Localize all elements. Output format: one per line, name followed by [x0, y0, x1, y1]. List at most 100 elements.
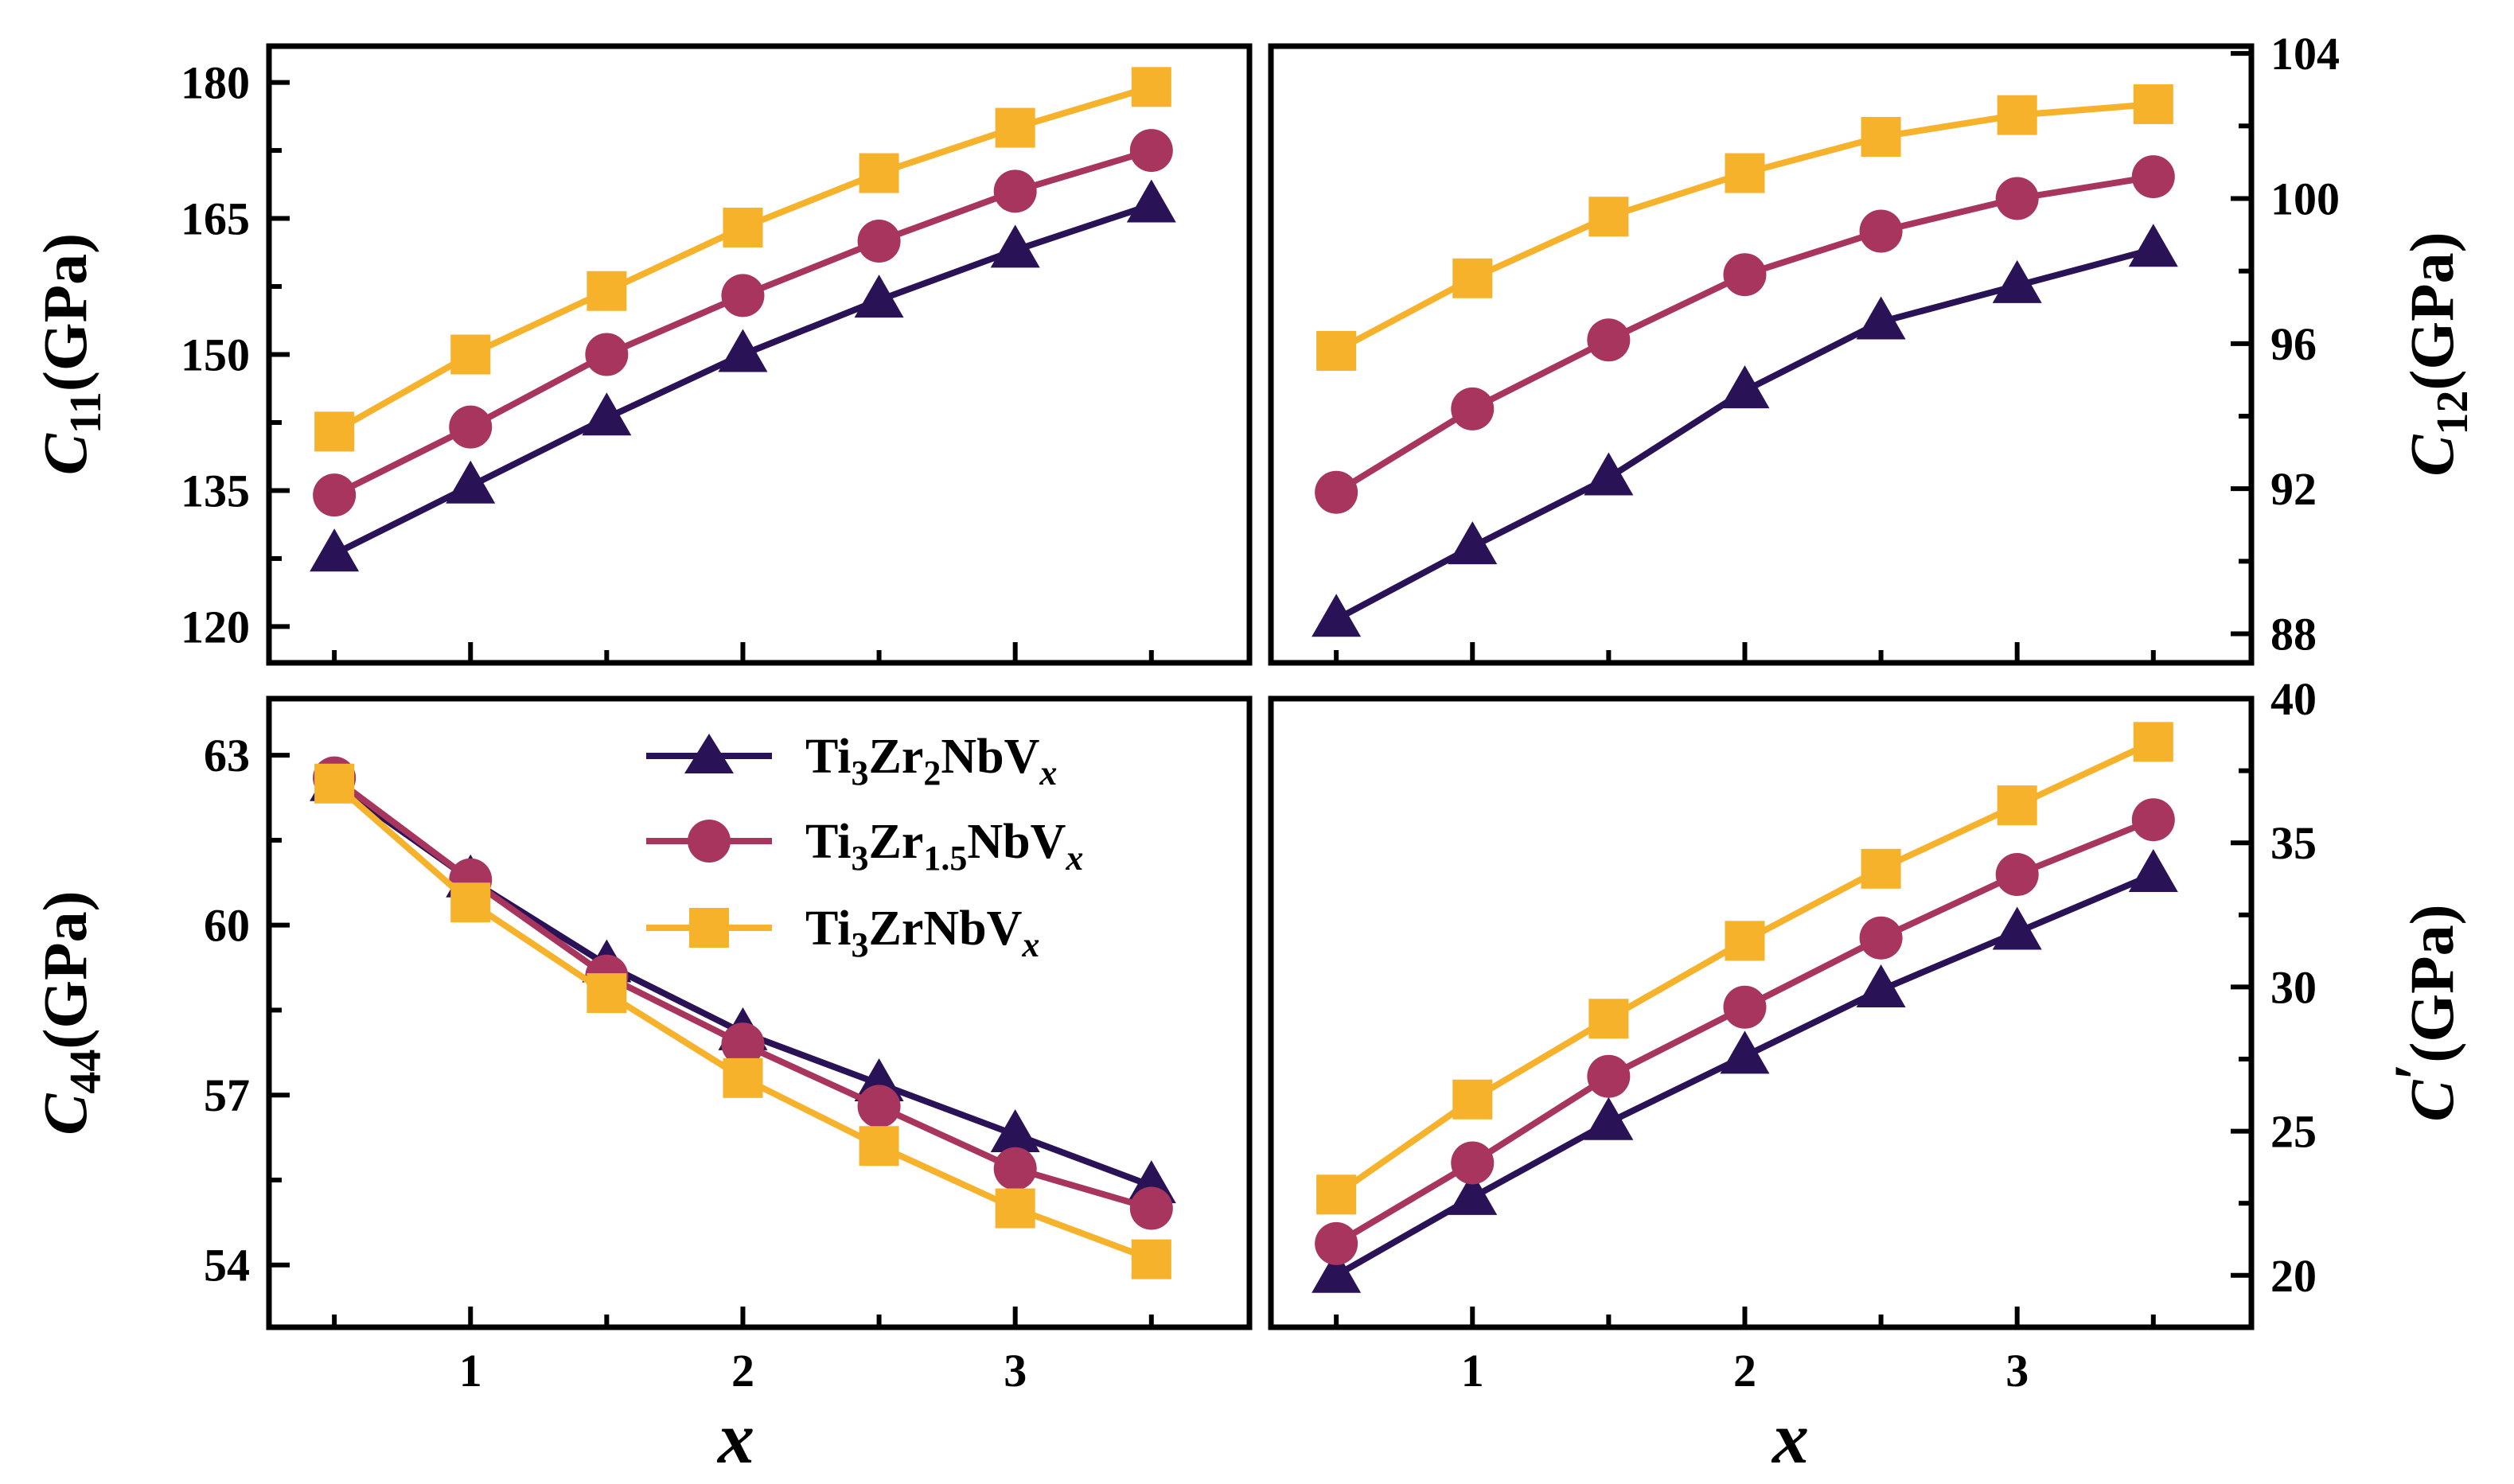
data-point-Ti3Zr2NbVx — [1448, 1171, 1498, 1215]
data-point-Ti3Zr2NbVx — [1312, 594, 1362, 637]
legend-marker-square — [689, 908, 729, 948]
panel-cprime-frame — [1268, 695, 2255, 1330]
data-point-Ti3Zr1.5NbVx — [1451, 1141, 1495, 1185]
data-point-Ti3Zr1.5NbVx — [993, 169, 1037, 213]
data-point-Ti3ZrNbVx — [1725, 153, 1765, 193]
x-tick-label: 1 — [459, 1345, 482, 1396]
data-point-Ti3Zr2NbVx — [1584, 452, 1634, 496]
x-tick-label: 2 — [1733, 1345, 1756, 1396]
c11-ylabel: C11(GPa) — [30, 233, 111, 475]
x-tick-label: 3 — [1004, 1345, 1027, 1396]
data-point-Ti3ZrNbVx — [314, 411, 355, 452]
c44-ylabel: C44(GPa) — [30, 890, 111, 1135]
y-tick-label: 30 — [2270, 961, 2317, 1013]
data-point-Ti3Zr2NbVx — [1584, 1096, 1634, 1140]
data-point-Ti3Zr2NbVx — [1992, 259, 2042, 303]
svg-text:Ti3ZrNbVx: Ti3ZrNbVx — [805, 902, 1039, 964]
data-point-Ti3ZrNbVx — [1997, 785, 2037, 826]
cprime-ylabel: C′(GPa) — [2381, 904, 2466, 1121]
data-point-Ti3Zr1.5NbVx — [1129, 129, 1173, 173]
data-point-Ti3ZrNbVx — [1997, 95, 2037, 135]
data-point-Ti3Zr1.5NbVx — [857, 1085, 901, 1128]
data-point-Ti3Zr1.5NbVx — [585, 333, 629, 376]
y-tick-label: 54 — [204, 1240, 250, 1291]
data-point-Ti3ZrNbVx — [1131, 67, 1171, 107]
data-point-Ti3ZrNbVx — [723, 207, 763, 247]
data-point-Ti3Zr2NbVx — [310, 528, 360, 572]
y-tick-label: 20 — [2270, 1250, 2317, 1302]
data-point-Ti3Zr1.5NbVx — [1995, 853, 2039, 897]
data-point-Ti3ZrNbVx — [450, 882, 491, 923]
y-tick-label: 180 — [181, 57, 250, 109]
data-point-Ti3ZrNbVx — [1316, 1174, 1357, 1215]
data-point-Ti3ZrNbVx — [314, 763, 355, 804]
data-point-Ti3Zr1.5NbVx — [1587, 1054, 1631, 1098]
x-tick-label: 1 — [1461, 1345, 1484, 1396]
panel-c12-frame — [1268, 43, 2255, 666]
data-point-Ti3Zr2NbVx — [1448, 521, 1498, 565]
legend-marker-circle — [688, 820, 731, 863]
y-tick-label: 165 — [181, 193, 250, 245]
data-point-Ti3Zr2NbVx — [1126, 179, 1176, 223]
y-tick-label: 25 — [2270, 1106, 2317, 1158]
y-tick-label: 92 — [2270, 463, 2317, 515]
data-point-Ti3ZrNbVx — [2133, 84, 2173, 124]
data-point-Ti3Zr1.5NbVx — [721, 1022, 765, 1066]
data-point-Ti3Zr1.5NbVx — [1995, 177, 2039, 220]
data-point-Ti3Zr2NbVx — [582, 392, 632, 436]
data-point-Ti3Zr1.5NbVx — [721, 274, 765, 317]
y-tick-label: 63 — [204, 730, 250, 781]
svg-text:Ti3Zr1.5NbVx: Ti3Zr1.5NbVx — [805, 815, 1083, 878]
c12-ylabel: C12(GPa) — [2397, 232, 2477, 476]
panel-cprime: 1 2 3 20 25 30 35 40 — [1312, 673, 2317, 1396]
data-point-Ti3Zr1.5NbVx — [857, 220, 901, 263]
series-line-Ti3Zr1.5NbVx — [1335, 173, 2154, 496]
data-point-Ti3Zr2NbVx — [1720, 1030, 1770, 1074]
y-tick-label: 135 — [181, 465, 250, 516]
legend-item-ti3zr2nbvx: Ti3Zr2NbVx — [646, 730, 1057, 793]
data-point-Ti3ZrNbVx — [723, 1057, 763, 1098]
data-point-Ti3ZrNbVx — [1588, 999, 1629, 1039]
panel-c44: 1 2 3 54 57 60 63 — [204, 730, 1176, 1396]
data-point-Ti3Zr1.5NbVx — [1315, 470, 1358, 514]
data-point-Ti3Zr1.5NbVx — [993, 1147, 1037, 1190]
data-point-Ti3Zr2NbVx — [854, 275, 904, 318]
data-point-Ti3Zr2NbVx — [2128, 224, 2178, 267]
y-tick-label: 100 — [2270, 173, 2340, 224]
data-point-Ti3ZrNbVx — [2133, 722, 2173, 762]
svg-text:Ti3Zr2NbVx: Ti3Zr2NbVx — [805, 730, 1057, 793]
data-point-Ti3ZrNbVx — [1131, 1239, 1171, 1280]
data-point-Ti3ZrNbVx — [1452, 258, 1493, 298]
data-point-Ti3Zr2NbVx — [990, 1109, 1040, 1153]
data-point-Ti3Zr2NbVx — [990, 224, 1040, 268]
data-point-Ti3Zr1.5NbVx — [1451, 387, 1495, 430]
series-line-Ti3ZrNbVx — [1335, 100, 2154, 354]
panel-c11: 120 135 150 165 180 — [181, 57, 1176, 663]
x-tick-label: 2 — [731, 1345, 754, 1396]
y-tick-label: 60 — [204, 900, 250, 952]
legend: Ti3Zr2NbVx Ti3Zr1.5NbVx Ti3ZrNbVx — [646, 730, 1083, 964]
y-tick-label: 35 — [2270, 817, 2317, 869]
data-point-Ti3Zr1.5NbVx — [449, 405, 493, 449]
cprime-xlabel: x — [1771, 1397, 1809, 1478]
data-point-Ti3Zr2NbVx — [1720, 365, 1770, 409]
data-point-Ti3Zr2NbVx — [1992, 906, 2042, 950]
data-point-Ti3Zr1.5NbVx — [2131, 155, 2175, 199]
data-point-Ti3Zr2NbVx — [446, 460, 496, 504]
panel-c44-frame — [266, 695, 1253, 1330]
data-point-Ti3Zr1.5NbVx — [1587, 318, 1631, 362]
data-point-Ti3Zr1.5NbVx — [1859, 916, 1903, 960]
data-point-Ti3Zr2NbVx — [1312, 1249, 1362, 1293]
y-tick-label: 88 — [2270, 609, 2317, 660]
legend-item-ti3zr1.5nbvx: Ti3Zr1.5NbVx — [646, 815, 1083, 878]
data-point-Ti3ZrNbVx — [1861, 116, 1901, 157]
data-point-Ti3Zr2NbVx — [1856, 296, 1906, 340]
y-tick-label: 57 — [204, 1069, 250, 1121]
data-point-Ti3Zr2NbVx — [2128, 849, 2178, 893]
data-point-Ti3ZrNbVx — [1452, 1079, 1493, 1120]
data-point-Ti3Zr1.5NbVx — [1129, 1186, 1173, 1230]
data-point-Ti3Zr1.5NbVx — [313, 473, 357, 517]
data-point-Ti3ZrNbVx — [859, 153, 899, 193]
x-tick-label: 3 — [2005, 1345, 2029, 1396]
